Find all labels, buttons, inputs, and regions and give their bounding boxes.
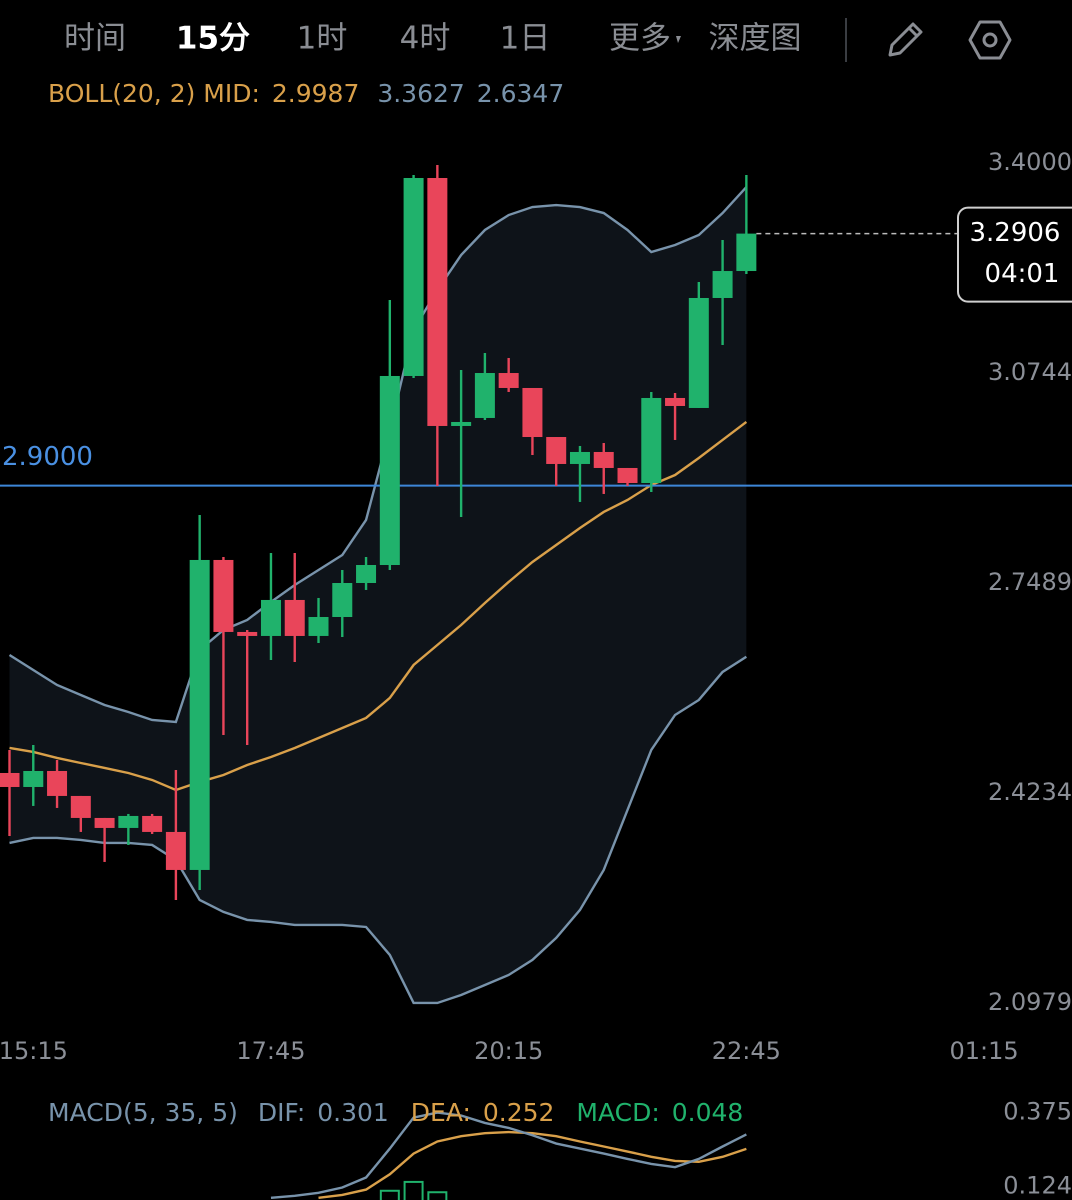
candle-body	[332, 582, 353, 617]
pencil-shape	[888, 22, 923, 57]
candle-body	[688, 297, 709, 408]
candle-body	[427, 177, 448, 426]
y-tick-label: 2.7489	[988, 568, 1072, 596]
candle-body	[118, 815, 139, 828]
price-line-label: 2.9000	[2, 442, 93, 472]
x-tick-label: 01:15	[949, 1037, 1018, 1065]
boll-lower-line	[9, 655, 748, 1005]
candle-body	[70, 795, 91, 818]
candle-body	[237, 631, 258, 636]
candle-body	[593, 451, 614, 468]
candle-body	[213, 559, 234, 632]
candle-body	[474, 373, 495, 418]
macd-value: 0.048	[672, 1098, 744, 1127]
tab[interactable]: 15分	[176, 21, 250, 57]
y-tick-label: 2.0979	[988, 988, 1072, 1016]
macd-bar	[427, 1191, 448, 1200]
x-tick-label: 22:45	[712, 1037, 781, 1065]
toolbar: 时间 15分 1时 4时 1日 更多 深度图	[64, 21, 802, 57]
dif-name: DIF:	[258, 1098, 306, 1127]
candle-body	[522, 387, 543, 438]
candle-body	[498, 373, 519, 388]
dea-line	[318, 1130, 747, 1200]
countdown-label: 04:01	[985, 259, 1060, 289]
candle-body	[47, 770, 68, 796]
candle-body	[451, 421, 472, 426]
dea-value: 0.252	[483, 1098, 555, 1127]
tab[interactable]: 时间	[64, 21, 126, 57]
candle-body	[0, 772, 20, 787]
candle-body	[165, 831, 186, 870]
macd-header: MACD(5, 35, 5) DIF: 0.301 DEA: 0.252 MAC…	[48, 1098, 743, 1127]
y-tick-label: 3.4000	[988, 148, 1072, 176]
boll-upper-value: 3.3627	[377, 79, 464, 108]
candle-body	[569, 451, 590, 464]
x-tick-label: 17:45	[236, 1037, 305, 1065]
candle-body	[379, 375, 400, 566]
boll-lower-value: 2.6347	[477, 79, 564, 108]
y-tick-label: 2.4234	[988, 778, 1072, 806]
boll-label: BOLL(20, 2) MID:	[48, 79, 260, 108]
macd-label: MACD(5, 35, 5)	[48, 1098, 238, 1127]
draw-tool-icon[interactable]	[888, 22, 923, 57]
hex-center	[982, 32, 998, 48]
macd-bar	[403, 1180, 424, 1200]
macd-bar	[379, 1189, 400, 1200]
tab[interactable]: 4时	[400, 21, 451, 57]
candle-body	[308, 616, 329, 636]
candle-body	[189, 559, 210, 870]
hex-shape	[968, 20, 1012, 60]
settings-icon[interactable]	[968, 20, 1012, 60]
axes: 3.2906 04:01 3.4000 3.0744 2.7489 2.4234 2.097…	[0, 148, 1072, 1200]
last-price-label: 3.2906	[970, 218, 1061, 248]
candle-body	[23, 770, 44, 787]
dif-line	[270, 1111, 747, 1200]
candle-body	[403, 177, 424, 376]
y-tick-label: 3.0744	[988, 358, 1072, 386]
tab[interactable]: 1时	[297, 21, 348, 57]
candle-body	[665, 397, 686, 406]
macd-name: MACD:	[576, 1098, 659, 1127]
candle-body	[94, 817, 115, 828]
candle-body	[142, 815, 163, 832]
last-price-box	[957, 206, 1072, 303]
tab[interactable]: 深度图	[709, 21, 802, 57]
macd-y-tick-label: 0.375	[1003, 1098, 1072, 1126]
dea-name: DEA:	[411, 1098, 471, 1127]
boll-mid-line	[9, 420, 748, 792]
candle-body	[712, 271, 733, 298]
more-caret	[676, 36, 681, 43]
dif-value: 0.301	[317, 1098, 389, 1127]
candle-body	[356, 565, 377, 583]
x-tick-label: 15:15	[0, 1037, 68, 1065]
boll-mid-value: 2.9987	[272, 79, 359, 108]
boll-upper-line	[8, 186, 748, 724]
x-tick-label: 20:15	[474, 1037, 543, 1065]
candle-body	[284, 599, 305, 636]
macd-plot	[270, 1111, 747, 1200]
candle-body	[617, 467, 638, 484]
tab[interactable]: 1日	[500, 21, 551, 57]
macd-y-tick-label: 0.124	[1003, 1172, 1072, 1200]
tab[interactable]: 更多	[609, 21, 671, 57]
price-plot: BYBIT2.9000	[0, 165, 1072, 1005]
candle-body	[641, 397, 662, 484]
boll-header: BOLL(20, 2) MID: 2.9987 3.3627 2.6347	[48, 79, 564, 108]
candle-body	[546, 437, 567, 464]
candle-body	[260, 599, 281, 636]
candle-body	[736, 233, 757, 272]
